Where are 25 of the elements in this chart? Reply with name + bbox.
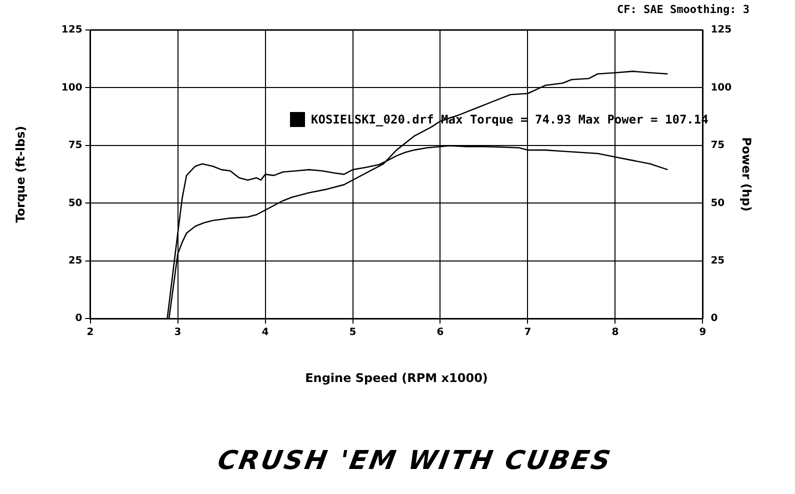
- x-tick-label: 5: [349, 327, 356, 338]
- x-tick-label: 8: [612, 327, 619, 338]
- x-tick-label: 6: [436, 327, 444, 338]
- y2-tick-label: 25: [710, 255, 725, 266]
- y-tick-label: 75: [68, 140, 82, 152]
- y2-tick-label: 125: [710, 24, 732, 36]
- y-tick-label: 50: [68, 198, 82, 209]
- y2-axis-title: Power (hp): [740, 137, 754, 212]
- y2-tick-label: 50: [710, 198, 725, 209]
- x-tick-label: 4: [262, 327, 269, 338]
- y2-tick-label: 75: [710, 140, 725, 152]
- y-axis-title: Torque (ft-lbs): [13, 126, 28, 223]
- x-tick-label: 2: [86, 327, 94, 338]
- y-tick-label: 25: [68, 255, 82, 266]
- y-tick-label: 100: [61, 82, 82, 94]
- y2-tick-label: 0: [710, 313, 718, 324]
- x-axis-title: Engine Speed (RPM x1000): [305, 370, 488, 385]
- y-tick-label: 125: [61, 24, 82, 36]
- text: CRUSH 'EM WITH CUBES: [215, 446, 614, 476]
- y-tick-label: 0: [75, 313, 82, 324]
- text: CF: SAE Smoothing: 3: [617, 3, 750, 16]
- x-tick-label: 3: [174, 327, 182, 338]
- y2-tick-label: 100: [710, 82, 732, 94]
- x-tick-label: 9: [699, 327, 706, 338]
- x-tick-label: 7: [524, 327, 532, 338]
